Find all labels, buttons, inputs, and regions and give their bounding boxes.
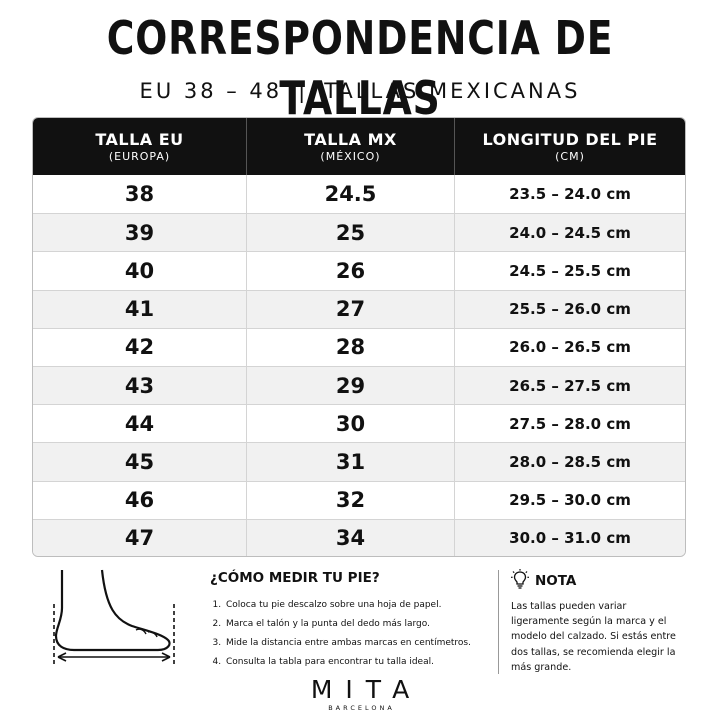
cell-eu-size: 44 xyxy=(33,405,247,443)
size-table: TALLA EU (EUROPA) TALLA MX (MÉXICO) LONG… xyxy=(32,117,686,557)
cell-eu-size: 40 xyxy=(33,252,247,290)
table-row: 46 32 29.5 – 30.0 cm xyxy=(33,480,685,519)
page-title: CORRESPONDENCIA DE TALLAS xyxy=(106,11,614,125)
cell-mx-size: 26 xyxy=(247,252,455,290)
table-row: 45 31 28.0 – 28.5 cm xyxy=(33,442,685,481)
how-to-measure: ¿CÓMO MEDIR TU PIE? Coloca tu pie descal… xyxy=(210,570,490,672)
cell-foot-length: 27.5 – 28.0 cm xyxy=(509,414,631,433)
cell-mx-size: 31 xyxy=(247,443,455,481)
cell-eu-size: 45 xyxy=(33,443,247,481)
table-row: 44 30 27.5 – 28.0 cm xyxy=(33,404,685,443)
cell-mx-size: 29 xyxy=(247,366,455,405)
subtitle-range: EU 38 – 48 xyxy=(139,79,283,103)
cell-foot-length: 23.5 – 24.0 cm xyxy=(509,185,631,204)
divider xyxy=(498,570,499,674)
table-row: 43 29 26.5 – 27.5 cm xyxy=(33,365,685,405)
header-mx: TALLA MX (MÉXICO) xyxy=(247,118,455,175)
lightbulb-icon xyxy=(511,569,529,593)
cell-foot-length: 29.5 – 30.0 cm xyxy=(509,491,631,510)
how-to-step: Consulta la tabla para encontrar tu tall… xyxy=(224,653,490,672)
cell-foot-length: 30.0 – 31.0 cm xyxy=(509,529,631,548)
table-body: 38 24.5 23.5 – 24.0 cm 39 25 24.0 – 24.5 cm 40… xyxy=(33,175,685,556)
cell-eu-size: 43 xyxy=(33,366,247,405)
how-to-steps: Coloca tu pie descalzo sobre una hoja de… xyxy=(210,596,490,672)
how-to-title: ¿CÓMO MEDIR TU PIE? xyxy=(210,570,380,586)
header-eu-sublabel: (EUROPA) xyxy=(108,149,171,163)
header-eu: TALLA EU (EUROPA) xyxy=(33,118,247,175)
table-row: 40 26 24.5 – 25.5 cm xyxy=(33,251,685,290)
cell-foot-length: 24.0 – 24.5 cm xyxy=(509,223,631,242)
header-length-sublabel: (CM) xyxy=(555,149,585,163)
note-text: Las tallas pueden variar ligeramente seg… xyxy=(511,601,676,673)
brand-name: MITA xyxy=(310,675,423,704)
how-to-step: Coloca tu pie descalzo sobre una hoja de… xyxy=(224,596,490,615)
table-row: 39 25 24.0 – 24.5 cm xyxy=(33,213,685,252)
brand-logo: MITA BARCELONA xyxy=(0,676,720,713)
how-to-step: Mide la distancia entre ambas marcas en … xyxy=(224,634,490,653)
header-mx-label: TALLA MX xyxy=(304,129,397,149)
table-row: 41 27 25.5 – 26.0 cm xyxy=(33,289,685,328)
cell-mx-size: 34 xyxy=(247,519,455,556)
foot-measure-icon xyxy=(40,568,190,668)
header-length: LONGITUD DEL PIE (CM) xyxy=(455,118,685,175)
cell-mx-size: 28 xyxy=(247,328,455,366)
cell-mx-size: 24.5 xyxy=(247,175,455,214)
subtitle-separator: | xyxy=(298,79,309,103)
table-row: 47 34 30.0 – 31.0 cm xyxy=(33,518,685,556)
cell-mx-size: 27 xyxy=(247,290,455,328)
cell-eu-size: 38 xyxy=(33,175,247,214)
how-to-step: Marca el talón y la punta del dedo más l… xyxy=(224,615,490,634)
cell-foot-length: 28.0 – 28.5 cm xyxy=(509,452,631,471)
cell-mx-size: 32 xyxy=(247,481,455,519)
cell-eu-size: 42 xyxy=(33,328,247,366)
note-title: NOTA xyxy=(535,573,577,589)
cell-foot-length: 26.5 – 27.5 cm xyxy=(509,376,631,395)
table-header: TALLA EU (EUROPA) TALLA MX (MÉXICO) LONG… xyxy=(33,118,685,175)
cell-foot-length: 25.5 – 26.0 cm xyxy=(509,300,631,319)
header-length-label: LONGITUD DEL PIE xyxy=(482,129,658,149)
brand-tagline: BARCELONA xyxy=(328,704,395,712)
cell-foot-length: 24.5 – 25.5 cm xyxy=(509,261,631,280)
cell-foot-length: 26.0 – 26.5 cm xyxy=(509,338,631,357)
cell-eu-size: 41 xyxy=(33,290,247,328)
table-row: 42 28 26.0 – 26.5 cm xyxy=(33,327,685,366)
header-mx-sublabel: (MÉXICO) xyxy=(320,149,381,163)
cell-eu-size: 46 xyxy=(33,481,247,519)
note-box: NOTA Las tallas pueden variar ligerament… xyxy=(511,569,681,675)
cell-mx-size: 30 xyxy=(247,405,455,443)
header-eu-label: TALLA EU xyxy=(95,129,184,149)
page-subtitle: EU 38 – 48 | TALLAS MEXICANAS xyxy=(0,78,720,104)
cell-eu-size: 47 xyxy=(33,519,247,556)
cell-eu-size: 39 xyxy=(33,214,247,252)
subtitle-label: TALLAS MEXICANAS xyxy=(324,79,581,103)
cell-mx-size: 25 xyxy=(247,214,455,252)
table-row: 38 24.5 23.5 – 24.0 cm xyxy=(33,175,685,214)
